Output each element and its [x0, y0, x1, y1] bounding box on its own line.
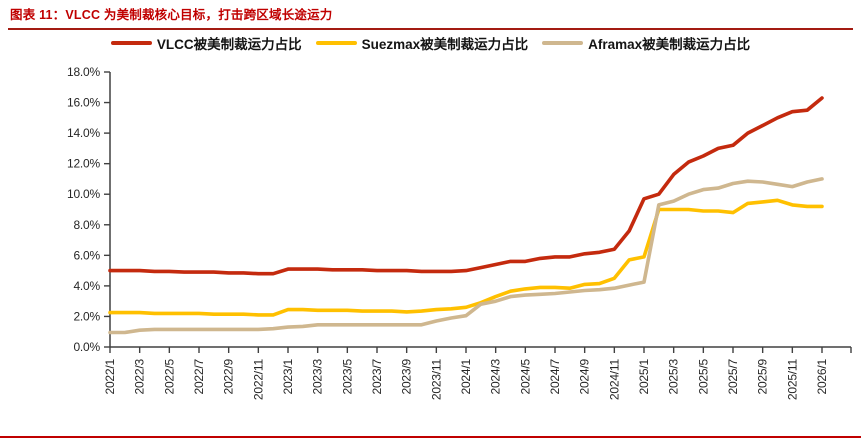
x-tick-label: 2023/11: [429, 358, 443, 400]
x-tick-label: 2024/1: [459, 358, 473, 394]
y-tick-label: 10.0%: [67, 187, 101, 201]
x-tick-label: 2022/9: [222, 358, 236, 394]
footer-rule: [0, 436, 861, 438]
legend-line-swatch-icon: [542, 40, 584, 46]
y-tick-label: 12.0%: [67, 157, 101, 171]
x-tick-label: 2022/1: [103, 358, 117, 394]
x-tick-label: 2023/7: [370, 358, 384, 394]
y-tick-label: 16.0%: [67, 96, 101, 110]
legend-item-suezmax: Suezmax被美制裁运力占比: [315, 33, 529, 53]
y-tick-label: 8.0%: [73, 218, 100, 232]
y-tick-label: 18.0%: [67, 65, 101, 79]
legend-item-vlcc: VLCC被美制裁运力占比: [110, 33, 302, 53]
y-tick-label: 2.0%: [73, 309, 100, 323]
y-tick-label: 4.0%: [73, 279, 100, 293]
x-tick-label: 2025/1: [637, 358, 651, 394]
x-tick-label: 2025/3: [667, 358, 681, 394]
x-tick-label: 2026/1: [815, 358, 829, 394]
y-tick-label: 6.0%: [73, 248, 100, 262]
series-line-vlcc: [108, 96, 824, 276]
legend-label: Suezmax被美制裁运力占比: [361, 37, 529, 52]
x-tick-label: 2024/3: [489, 358, 503, 394]
x-tick-label: 2025/7: [726, 358, 740, 394]
x-tick-label: 2024/7: [548, 358, 562, 394]
series-line-suezmax: [108, 198, 824, 317]
x-tick-label: 2023/5: [340, 358, 354, 394]
figure-title: 图表 11：VLCC 为美制裁核心目标，打击跨区域长途运力: [10, 8, 333, 22]
line-chart: 0.0% 2.0% 4.0% 6.0% 8.0% 10.0% 12.0% 14.0% 16.0%…: [67, 65, 852, 400]
x-tick-label: 2023/9: [400, 358, 414, 394]
x-tick-label: 2024/5: [518, 358, 532, 394]
legend-label: VLCC被美制裁运力占比: [156, 37, 302, 52]
chart-legend: VLCC被美制裁运力占比 Suezmax被美制裁运力占比 Aframax被美制裁运力…: [0, 33, 861, 53]
legend-line-swatch-icon: [315, 40, 357, 46]
x-tick-label: 2022/5: [162, 358, 176, 394]
legend-label: Aframax被美制裁运力占比: [588, 37, 751, 52]
x-tick-label: 2025/5: [696, 358, 710, 394]
x-tick-label: 2023/3: [311, 358, 325, 394]
legend-item-aframax: Aframax被美制裁运力占比: [542, 33, 750, 53]
x-tick-label: 2025/11: [785, 358, 799, 400]
series-line-aframax: [108, 177, 824, 335]
x-tick-label: 2022/3: [133, 358, 147, 394]
legend-line-swatch-icon: [110, 40, 152, 46]
x-tick-label: 2023/1: [281, 358, 295, 394]
x-tick-label: 2024/11: [607, 358, 621, 400]
x-tick-label: 2025/9: [756, 358, 770, 394]
figure-header: 图表 11：VLCC 为美制裁核心目标，打击跨区域长途运力: [8, 2, 853, 30]
x-tick-label: 2022/7: [192, 358, 206, 394]
y-tick-label: 0.0%: [73, 340, 100, 354]
x-tick-label: 2024/9: [578, 358, 592, 394]
y-tick-label: 14.0%: [67, 126, 101, 140]
x-tick-label: 2022/11: [251, 358, 265, 400]
